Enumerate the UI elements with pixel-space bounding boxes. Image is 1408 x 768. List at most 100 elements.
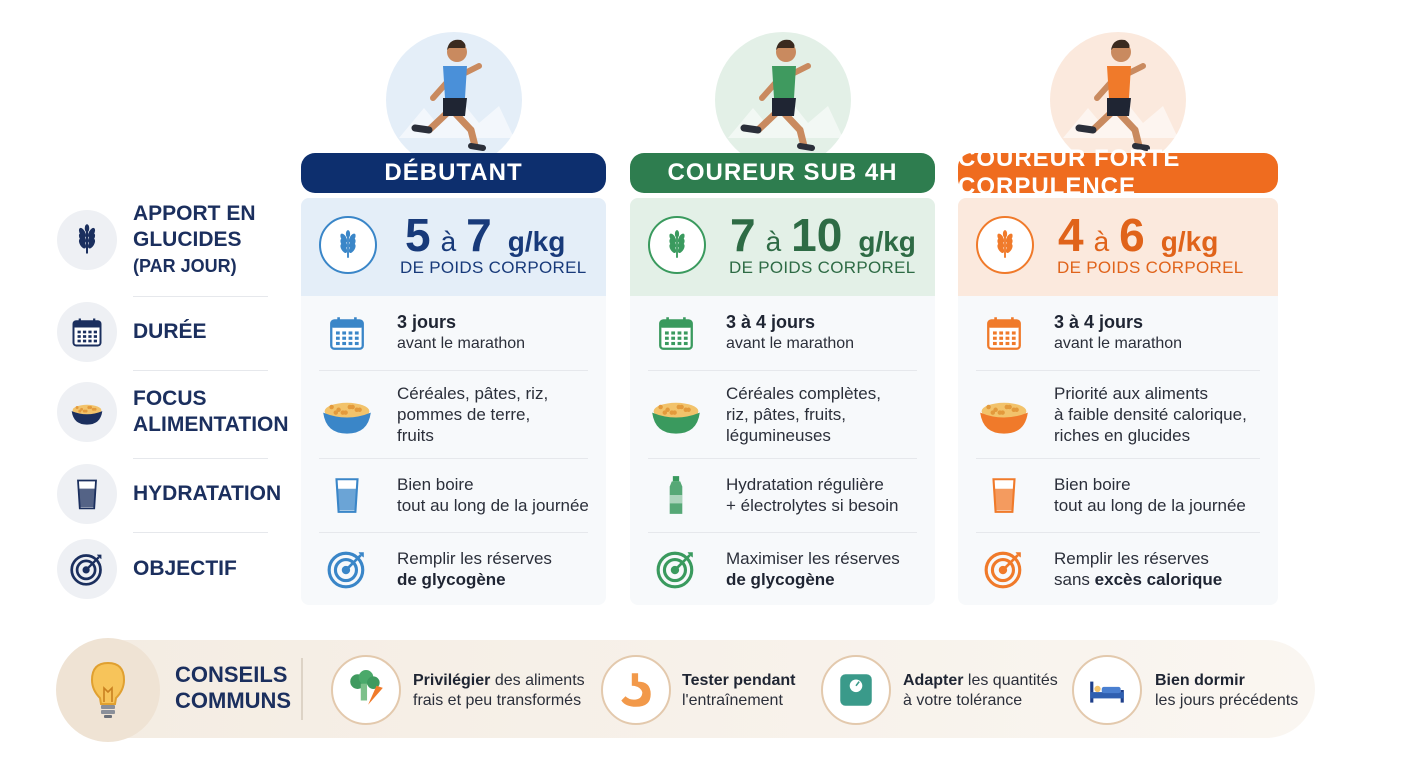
duration: 3 à 4 jours bbox=[726, 312, 816, 332]
hydration-line: Bien boire bbox=[397, 475, 474, 494]
row-label-line: ALIMENTATION bbox=[133, 413, 289, 436]
icon-part bbox=[329, 404, 334, 410]
goal-line-2: de glycogène bbox=[726, 569, 900, 590]
row-separator bbox=[133, 370, 268, 371]
icon-part bbox=[771, 98, 796, 116]
icon-part bbox=[327, 551, 365, 588]
duration: 3 à 4 jours bbox=[1054, 312, 1144, 332]
icon-part bbox=[93, 330, 97, 334]
icon-part bbox=[103, 686, 113, 702]
profile-title: DÉBUTANT bbox=[301, 153, 606, 193]
row-text: Priorité aux aliments à faible densité ca… bbox=[1054, 383, 1247, 446]
carbs-max: 10 bbox=[791, 209, 843, 261]
icon-part bbox=[336, 407, 341, 413]
carbs-joiner: à bbox=[1093, 226, 1110, 257]
icon bbox=[669, 476, 683, 514]
icon-part bbox=[658, 404, 663, 410]
icon-part bbox=[101, 705, 115, 709]
icon-part bbox=[999, 331, 1004, 335]
icon-part bbox=[993, 407, 998, 413]
row-separator bbox=[319, 458, 588, 459]
row-icon bbox=[326, 548, 368, 590]
profile-row: Bien boire tout au long de la journée bbox=[301, 458, 606, 532]
icon-part bbox=[368, 685, 383, 705]
row-separator bbox=[319, 532, 588, 533]
icon-part bbox=[87, 233, 96, 244]
tip-rest: des aliments bbox=[494, 672, 585, 689]
row-icon bbox=[655, 312, 697, 354]
row-icon bbox=[655, 548, 697, 590]
icon-part bbox=[1002, 553, 1019, 571]
icon-part bbox=[85, 556, 100, 571]
carbs-range: 7 à 10 g/kg bbox=[730, 208, 916, 262]
icon-part bbox=[77, 339, 81, 343]
icon bbox=[350, 670, 383, 705]
icon-part bbox=[992, 336, 997, 340]
duration-note: avant le marathon bbox=[1054, 335, 1183, 352]
icon-part bbox=[677, 336, 682, 340]
runner-illustration bbox=[1043, 18, 1193, 168]
tip-icon bbox=[821, 655, 891, 725]
icon-part bbox=[77, 330, 81, 334]
icon-part bbox=[1005, 331, 1010, 335]
icon-part bbox=[354, 407, 360, 413]
carbs-max: 6 bbox=[1119, 209, 1145, 261]
hydration-line: tout au long de la journée bbox=[1054, 496, 1246, 515]
icon-part bbox=[333, 557, 359, 582]
carbs-min: 7 bbox=[730, 209, 756, 261]
icon-part bbox=[79, 488, 95, 508]
carbs-unit: g/kg bbox=[507, 226, 566, 257]
goal-line: Maximiser les réserves bbox=[726, 548, 900, 568]
row-label: APPORT EN GLUCIDES (PAR JOUR) bbox=[133, 201, 256, 279]
tip-line-1: Tester pendant bbox=[682, 671, 796, 691]
icon-part bbox=[669, 243, 677, 253]
row-text: Bien boire tout au long de la journée bbox=[397, 474, 589, 516]
icon-part bbox=[984, 551, 1022, 588]
icon-part bbox=[660, 320, 692, 328]
icon-part bbox=[446, 39, 465, 50]
hydration-line: tout au long de la journée bbox=[397, 496, 589, 515]
icon-part bbox=[1011, 341, 1016, 346]
profile-row: Bien boire tout au long de la journée bbox=[958, 458, 1278, 532]
row-icon bbox=[57, 302, 117, 362]
icon-part bbox=[78, 233, 87, 244]
icon-part bbox=[677, 233, 685, 243]
goal-line-2: de glycogène bbox=[397, 569, 552, 590]
row-text: Hydratation régulière + électrolytes si b… bbox=[726, 474, 898, 516]
carbs-panel: 5 à 7 g/kg DE POIDS CORPOREL bbox=[301, 198, 606, 296]
hydration-line: + électrolytes si besoin bbox=[726, 496, 899, 515]
icon-part bbox=[652, 412, 700, 434]
goal-line: Remplir les réserves bbox=[1054, 548, 1209, 568]
icon-part bbox=[78, 227, 87, 238]
carbs-unit: g/kg bbox=[858, 226, 916, 257]
tip-icon bbox=[601, 655, 671, 725]
row-icon bbox=[983, 548, 1025, 590]
tip-bold: Adapter bbox=[903, 672, 964, 689]
row-separator bbox=[133, 296, 268, 297]
icon-part bbox=[683, 341, 688, 346]
icon-part bbox=[683, 331, 688, 335]
carbs-min: 5 bbox=[405, 209, 431, 261]
icon-part bbox=[335, 331, 340, 335]
goal-line-2: sans excès calorique bbox=[1054, 569, 1222, 590]
icon-part bbox=[104, 715, 112, 718]
icon bbox=[656, 551, 694, 588]
icon-part bbox=[1132, 143, 1150, 151]
icon-part bbox=[669, 410, 675, 415]
icon-part bbox=[467, 126, 478, 150]
icon-part bbox=[687, 551, 693, 557]
icon-part bbox=[1111, 39, 1130, 50]
icon-part bbox=[75, 406, 79, 409]
carbs-panel: 7 à 10 g/kg DE POIDS CORPOREL bbox=[630, 198, 935, 296]
focus-line: fruits bbox=[397, 425, 434, 445]
icon-part bbox=[1075, 124, 1097, 134]
icon-part bbox=[1005, 238, 1013, 248]
icon-part bbox=[354, 341, 359, 346]
icon-part bbox=[82, 335, 87, 338]
profile-row: 3 jours avant le marathon bbox=[301, 296, 606, 370]
row-separator bbox=[133, 458, 268, 459]
icon bbox=[340, 230, 356, 258]
icon-part bbox=[677, 331, 682, 335]
icon-part bbox=[669, 495, 683, 504]
icon-part bbox=[342, 341, 347, 346]
